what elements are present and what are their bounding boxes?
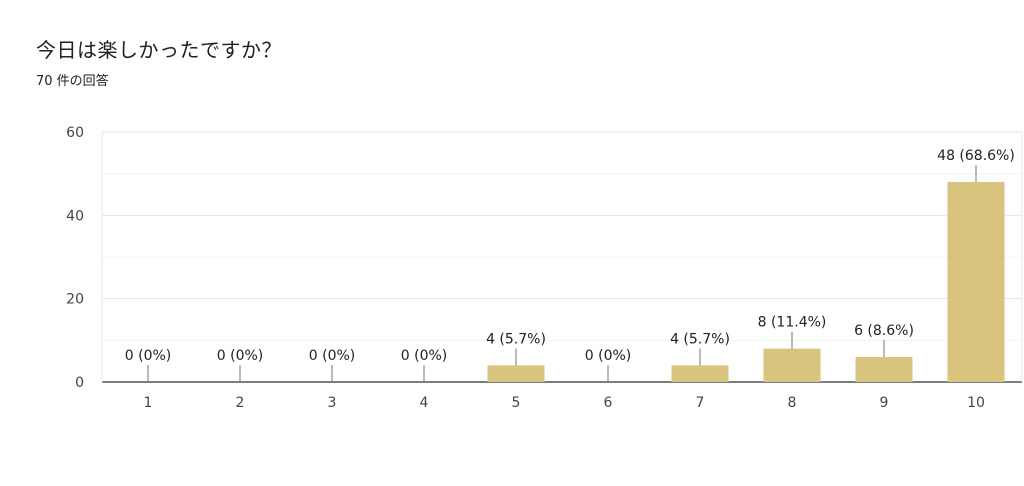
response-count: 70 件の回答 (36, 74, 109, 89)
data-label: 4 (5.7%) (486, 331, 546, 347)
data-label: 0 (0%) (125, 348, 172, 364)
x-tick-label: 8 (788, 395, 797, 411)
x-tick-label: 9 (880, 395, 889, 411)
y-tick-label: 20 (66, 292, 84, 308)
data-label: 4 (5.7%) (670, 331, 730, 347)
bar (671, 365, 729, 382)
data-label: 48 (68.6%) (937, 148, 1015, 164)
data-label: 6 (8.6%) (854, 323, 914, 339)
data-label: 0 (0%) (309, 348, 356, 364)
bar (855, 357, 913, 382)
data-label: 0 (0%) (401, 348, 448, 364)
x-tick-label: 4 (420, 395, 429, 411)
y-tick-label: 40 (66, 208, 84, 224)
data-label: 0 (0%) (217, 348, 264, 364)
bar (763, 348, 821, 382)
x-tick-label: 5 (512, 395, 521, 411)
y-tick-label: 0 (75, 375, 84, 391)
chart-title: 今日は楽しかったですか？ (36, 38, 282, 62)
x-tick-label: 6 (604, 395, 613, 411)
x-tick-label: 2 (236, 395, 245, 411)
x-tick-label: 7 (696, 395, 705, 411)
x-tick-label: 10 (967, 395, 985, 411)
bar (947, 182, 1005, 382)
y-tick-label: 60 (66, 125, 84, 141)
bar (487, 365, 545, 382)
data-label: 8 (11.4%) (758, 315, 827, 331)
x-tick-label: 1 (144, 395, 153, 411)
x-tick-label: 3 (328, 395, 337, 411)
data-label: 0 (0%) (585, 348, 632, 364)
